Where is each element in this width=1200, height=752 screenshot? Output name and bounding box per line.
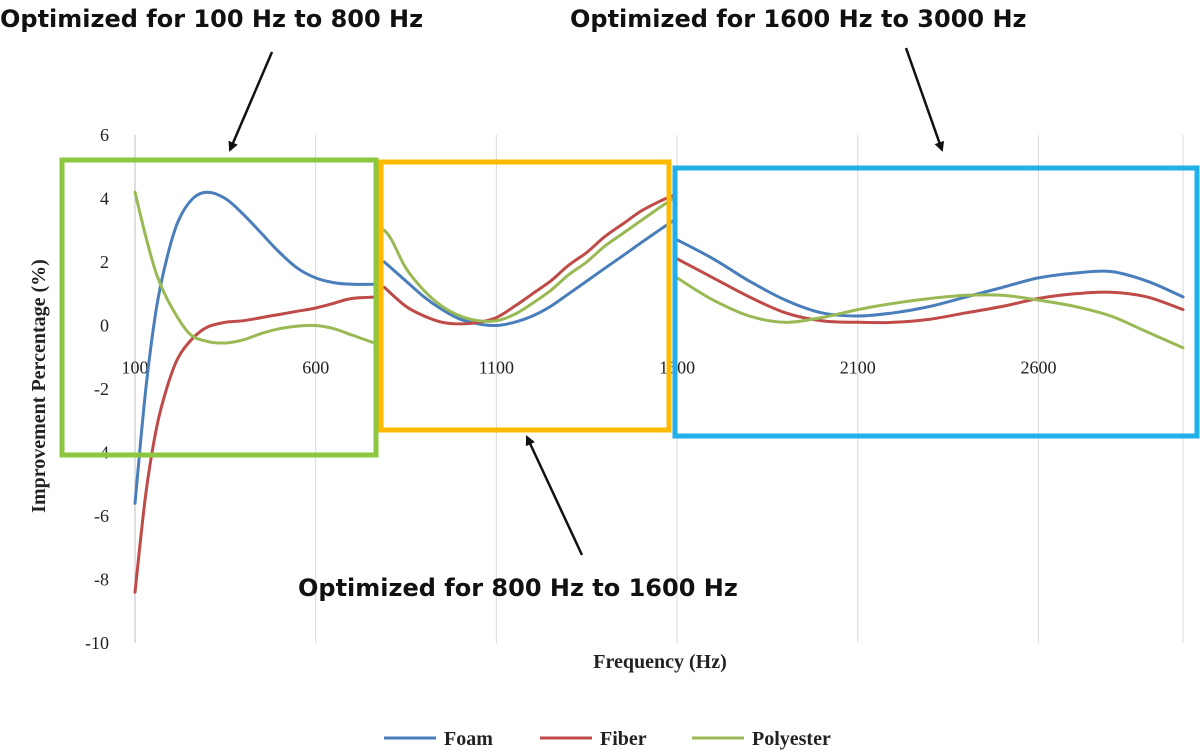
x-tick-label-1100: 1100 <box>479 358 514 378</box>
low-annotation-label: Optimized for 100 Hz to 800 Hz <box>0 5 423 33</box>
y-tick-label-6: 6 <box>100 125 109 145</box>
y-tick-label--10: -10 <box>85 633 109 653</box>
series-line-polyester-segment-3 <box>675 276 1185 350</box>
legend-label-foam: Foam <box>444 728 493 750</box>
grid-lines <box>134 135 1184 643</box>
series-line-fiber-segment-1 <box>133 295 383 594</box>
y-tick-label-0: 0 <box>100 316 109 336</box>
y-tick-label--8: -8 <box>94 570 109 590</box>
y-tick-label-2: 2 <box>100 252 109 272</box>
y-tick-label--6: -6 <box>94 506 109 526</box>
series-line-foam-segment-2 <box>382 219 675 328</box>
mid-frequency-box <box>378 159 672 433</box>
y-tick-label-4: 4 <box>100 189 109 209</box>
series-line-polyester-segment-2 <box>382 197 675 323</box>
x-tick-labels: 100 600 1100 1600 2100 2600 <box>122 358 1057 378</box>
x-tick-label-600: 600 <box>302 358 329 378</box>
mid-annotation-label: Optimized for 800 Hz to 1600 Hz <box>298 574 738 602</box>
legend: Foam Fiber Polyester <box>384 728 831 750</box>
y-axis-title: Improvement Percentage (%) <box>28 259 50 513</box>
low-annotation-arrow <box>228 51 274 152</box>
series-lines <box>133 190 1185 594</box>
legend-label-polyester: Polyester <box>752 728 831 750</box>
low-frequency-box <box>59 157 379 458</box>
mid-annotation-arrow <box>525 435 584 556</box>
x-tick-label-100: 100 <box>122 358 149 378</box>
legend-label-fiber: Fiber <box>600 728 647 750</box>
series-line-polyester-segment-1 <box>133 190 383 347</box>
series-line-foam-segment-1 <box>133 190 383 505</box>
x-tick-label-2600: 2600 <box>1020 358 1056 378</box>
x-tick-label-2100: 2100 <box>840 358 876 378</box>
high-annotation-label: Optimized for 1600 Hz to 3000 Hz <box>570 5 1027 33</box>
y-tick-label--2: -2 <box>94 379 109 399</box>
high-annotation-arrow <box>904 47 945 152</box>
series-line-foam-segment-3 <box>675 238 1185 318</box>
series-line-fiber-segment-2 <box>382 193 675 326</box>
high-frequency-box <box>672 165 1200 439</box>
x-axis-title: Frequency (Hz) <box>593 651 727 673</box>
series-line-fiber-segment-3 <box>675 257 1185 325</box>
